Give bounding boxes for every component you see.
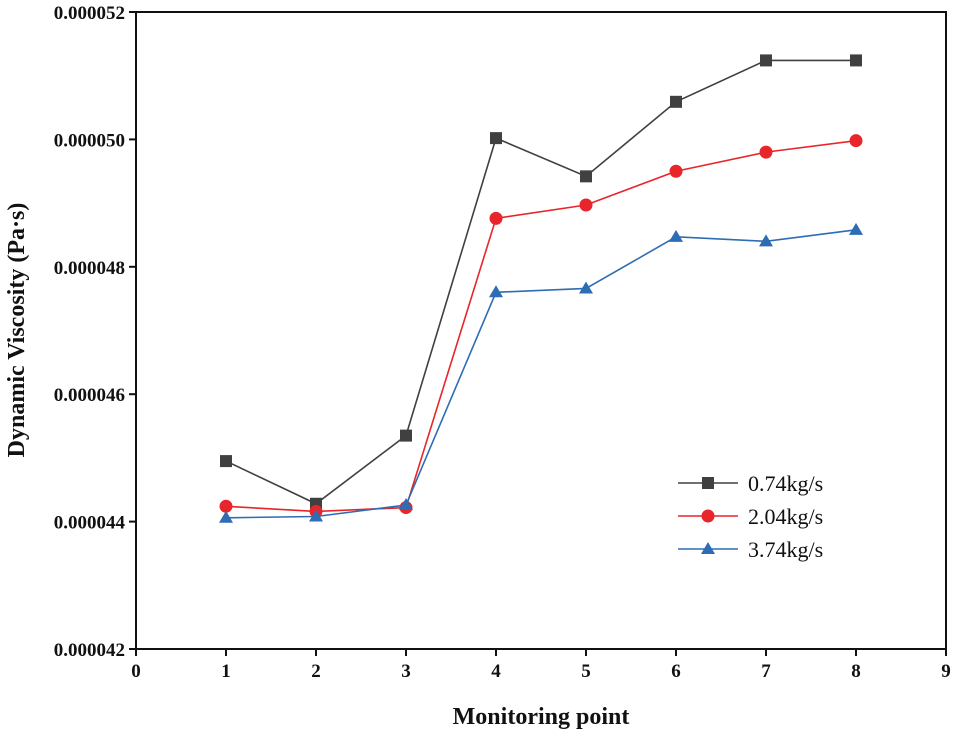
y-tick-label: 0.000050 bbox=[54, 130, 125, 151]
series-line-2-04kg-s bbox=[225, 139, 857, 513]
data-point-3-74kg-s bbox=[219, 510, 233, 523]
legend-label: 0.74kg/s bbox=[748, 471, 823, 496]
x-axis-title: Monitoring point bbox=[453, 704, 630, 730]
data-point-3-74kg-s bbox=[399, 498, 413, 511]
data-point-0-74kg-s bbox=[400, 429, 412, 442]
x-tick-label: 8 bbox=[851, 661, 861, 682]
data-point-2-04kg-s bbox=[489, 211, 503, 225]
legend-marker bbox=[702, 477, 714, 489]
data-point-3-74kg-s bbox=[759, 234, 773, 247]
x-tick-label: 9 bbox=[941, 661, 951, 682]
legend-marker bbox=[701, 509, 715, 523]
data-point-2-04kg-s bbox=[669, 164, 683, 178]
legend-label: 3.74kg/s bbox=[748, 537, 823, 562]
y-tick-label: 0.000046 bbox=[54, 385, 125, 406]
data-point-3-74kg-s bbox=[579, 281, 593, 294]
legend-marker bbox=[701, 542, 715, 554]
x-tick-label: 1 bbox=[221, 661, 231, 682]
x-tick-label: 4 bbox=[491, 661, 501, 682]
series-layer bbox=[219, 54, 863, 523]
series-line-0-74kg-s bbox=[225, 59, 856, 505]
y-axis: 0.000042 0.000044 0.000046 0.000048 0.000050… bbox=[54, 3, 136, 661]
series-line-3-74kg-s bbox=[225, 229, 857, 519]
legend-label: 2.04kg/s bbox=[748, 504, 823, 529]
data-point-3-74kg-s bbox=[669, 229, 683, 242]
data-point-3-74kg-s bbox=[489, 285, 503, 298]
data-point-0-74kg-s bbox=[760, 54, 772, 67]
legend: 0.74kg/s 2.04kg/s 3.74kg/s bbox=[678, 471, 823, 562]
data-point-0-74kg-s bbox=[220, 455, 232, 468]
y-tick-label: 0.000052 bbox=[54, 3, 125, 24]
x-axis: 0 1 2 3 4 5 6 7 8 9 bbox=[131, 649, 951, 682]
data-point-3-74kg-s bbox=[849, 222, 863, 235]
data-point-3-74kg-s bbox=[309, 509, 323, 522]
x-tick-label: 6 bbox=[671, 661, 681, 682]
data-point-0-74kg-s bbox=[580, 170, 592, 183]
y-tick-label: 0.000048 bbox=[54, 258, 125, 279]
x-tick-label: 5 bbox=[581, 661, 591, 682]
data-point-0-74kg-s bbox=[670, 95, 682, 108]
data-point-0-74kg-s bbox=[490, 132, 502, 145]
data-point-2-04kg-s bbox=[759, 145, 773, 159]
y-axis-title: Dynamic Viscosity (Pa·s) bbox=[4, 203, 30, 458]
x-tick-label: 2 bbox=[311, 661, 321, 682]
data-point-0-74kg-s bbox=[850, 54, 862, 67]
plot-frame bbox=[135, 11, 947, 650]
x-tick-label: 3 bbox=[401, 661, 411, 682]
data-point-2-04kg-s bbox=[579, 198, 593, 212]
x-tick-label: 7 bbox=[761, 661, 771, 682]
data-point-2-04kg-s bbox=[849, 134, 863, 148]
x-tick-label: 0 bbox=[131, 661, 141, 682]
y-tick-label: 0.000042 bbox=[54, 640, 125, 661]
y-tick-label: 0.000044 bbox=[54, 513, 126, 534]
data-point-2-04kg-s bbox=[219, 499, 233, 513]
